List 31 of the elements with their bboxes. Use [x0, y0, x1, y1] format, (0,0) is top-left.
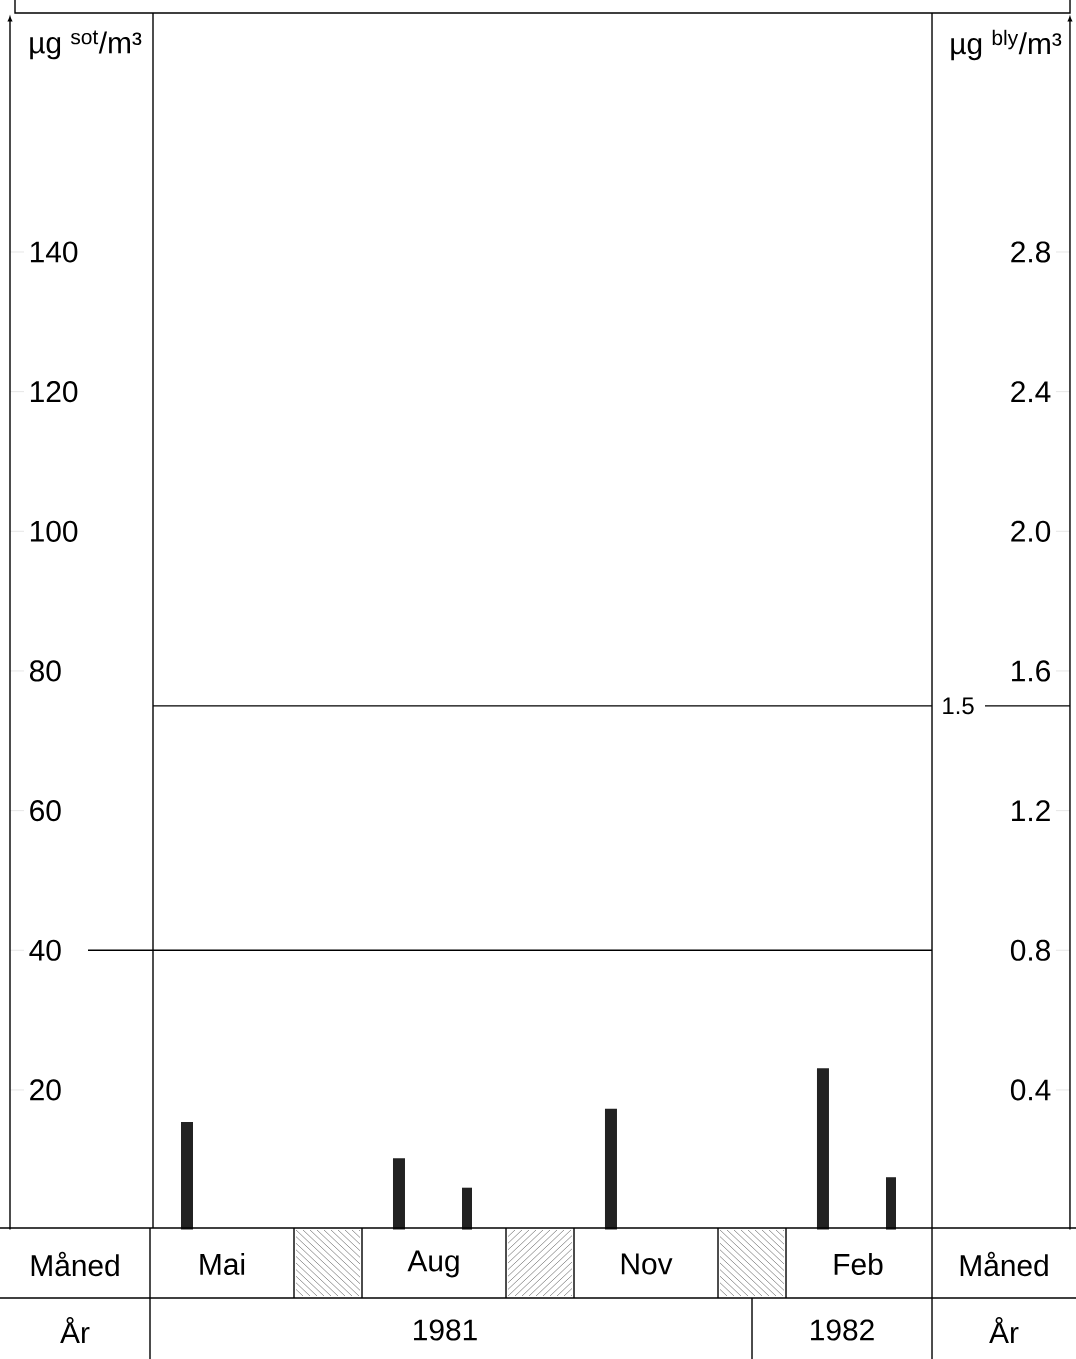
y-tick-label: 20 — [30, 1079, 61, 1101]
y2-axis-title: µg $^{bly}$/m³ — [951, 29, 1062, 61]
bar — [392, 1158, 405, 1230]
y-tick-label: 40 — [29, 939, 61, 961]
y-tick-label: 140 — [30, 241, 78, 263]
text: 1981 — [414, 1319, 477, 1341]
y-tick-label: 80 — [29, 660, 61, 682]
x-tick-label: Nov — [621, 1253, 673, 1275]
text: 1982 — [811, 1319, 874, 1341]
y-tick-label: 60 — [30, 800, 61, 822]
y2-tick-label: 1.2 — [1012, 800, 1050, 822]
ref-line-label: 1.5 — [943, 697, 974, 715]
text: År — [60, 1316, 90, 1344]
y-tick-label: 100 — [30, 520, 78, 542]
y-tick-label: 120 — [30, 381, 78, 403]
x-tick-label: Aug — [407, 1250, 459, 1278]
y-axis-title: µg $^{sot}$/m³ — [30, 30, 142, 60]
bar — [816, 1068, 829, 1230]
y2-tick-label: 2.4 — [1011, 381, 1051, 403]
y2-tick-label: 0.8 — [1010, 939, 1051, 961]
text: År — [989, 1316, 1019, 1344]
y2-tick-label: 0.4 — [1010, 1079, 1051, 1101]
x-tick-label: Feb — [834, 1253, 883, 1275]
bar — [180, 1122, 193, 1230]
text: Måned — [31, 1251, 119, 1277]
y2-tick-label: 1.6 — [1012, 660, 1050, 682]
y2-tick-label: 2.8 — [1011, 241, 1051, 263]
text: Måned — [960, 1251, 1048, 1277]
bar — [604, 1108, 617, 1230]
x-tick-label: Mai — [200, 1253, 245, 1275]
y2-tick-label: 2.0 — [1011, 520, 1051, 542]
